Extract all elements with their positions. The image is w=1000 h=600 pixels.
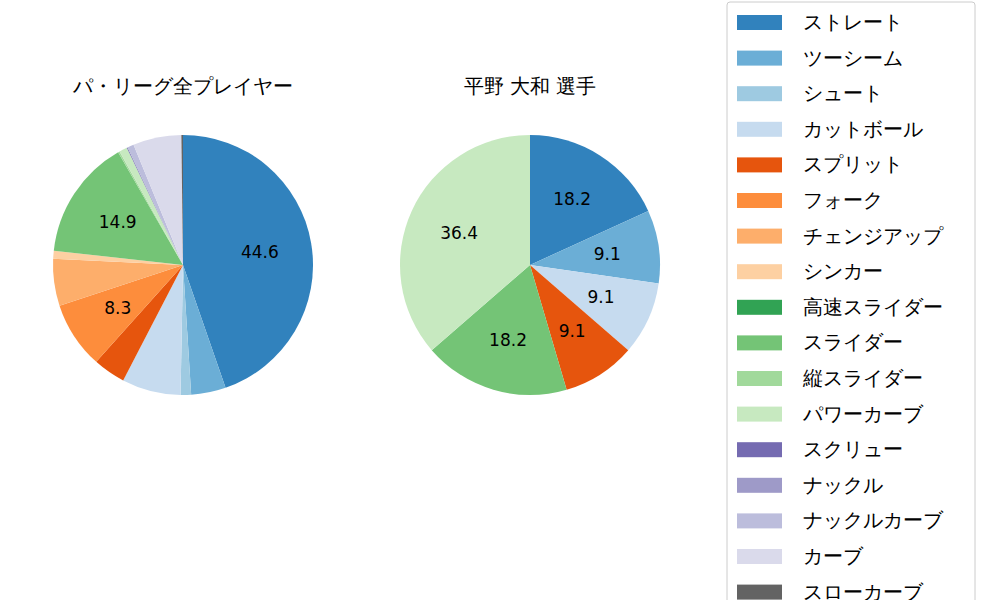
pie-title: 平野 大和 選手 [464,74,597,98]
pie-title: パ・リーグ全プレイヤー [72,74,293,98]
pie: 18.29.19.19.118.236.4 [400,135,660,395]
legend-label: ナックル [803,473,883,497]
legend-label: スプリット [803,152,903,176]
pie: 44.6 8.3 14.9 [53,135,313,395]
data-label: 8.3 [104,298,131,318]
legend-label: 高速スライダー [803,295,943,319]
legend-swatch [737,300,782,315]
legend-label: スローカーブ [803,580,924,600]
legend-swatch [737,442,782,457]
legend-label: チェンジアップ [803,224,944,248]
legend-swatch [737,229,782,244]
slice [181,135,183,265]
data-label: 9.1 [559,321,586,341]
legend-swatch [737,585,782,600]
legend-swatch [737,371,782,386]
legend-label: ストレート [803,10,903,34]
legend-swatch [737,335,782,350]
legend-label: 縦スライダー [802,366,923,390]
legend-label: ツーシーム [803,46,903,70]
legend-label: ナックルカーブ [803,508,944,532]
legend-swatch [737,193,782,208]
chart: 44.68.314.9パ・リーグ全プレイヤー18.29.19.19.118.23… [0,0,1000,600]
data-label: 14.9 [99,212,137,232]
legend-label: カットボール [803,117,923,141]
legend-swatch [737,513,782,528]
legend-swatch [737,122,782,137]
data-label: 18.2 [553,189,591,209]
legend-swatch [737,157,782,172]
legend-swatch [737,51,782,66]
slice [530,135,531,265]
data-label: 9.1 [594,244,621,264]
legend-swatch [737,549,782,564]
slice [134,135,183,265]
legend-swatch [737,15,782,30]
legend-swatch [737,264,782,279]
legend-swatch [737,407,782,422]
legend-label: パワーカーブ [802,402,924,426]
legend-label: シンカー [803,259,883,283]
legend-label: フォーク [803,188,883,212]
data-label: 36.4 [440,223,478,243]
legend-label: スライダー [803,330,903,354]
legend-label: カーブ [803,544,864,568]
legend-label: スクリュー [803,437,903,461]
legend-swatch [737,86,782,101]
data-label: 18.2 [489,330,527,350]
data-label: 44.6 [241,242,279,262]
legend-frame [727,2,975,600]
slice [530,135,531,265]
slice [400,135,530,350]
legend-label: シュート [803,81,883,105]
legend: ストレートツーシームシュートカットボールスプリットフォークチェンジアップシンカー… [727,2,975,600]
data-label: 9.1 [587,287,614,307]
slice [530,135,531,265]
slice [530,135,531,265]
legend-swatch [737,478,782,493]
slice [530,135,531,265]
